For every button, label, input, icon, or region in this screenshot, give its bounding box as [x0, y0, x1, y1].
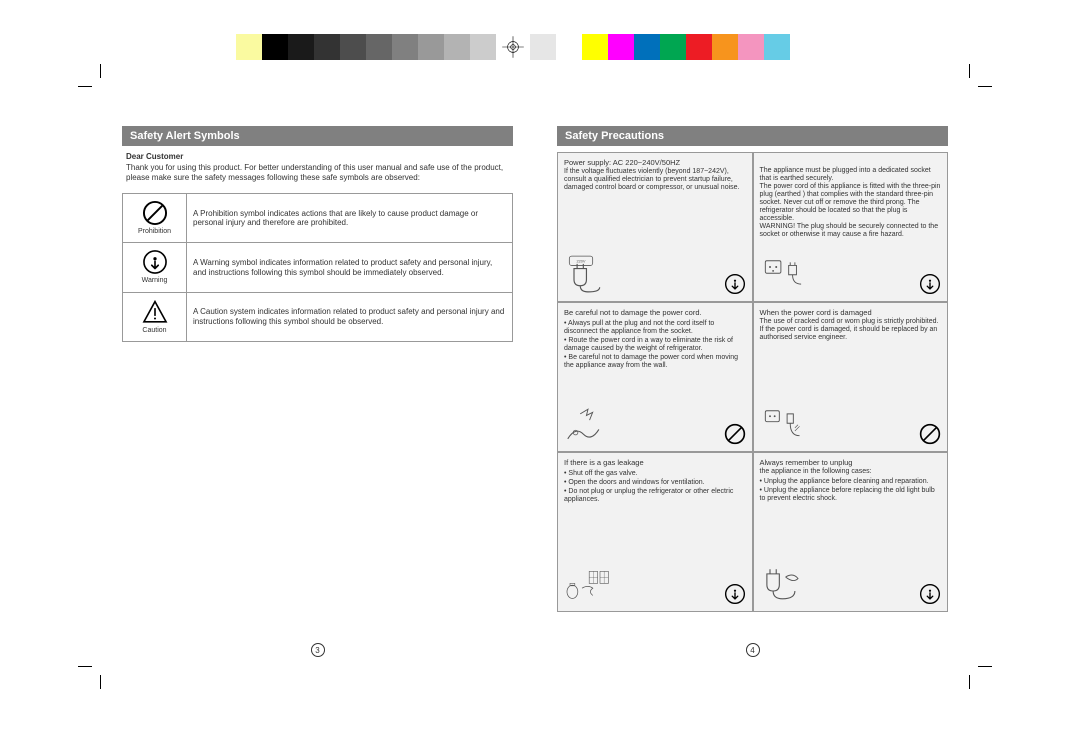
warning-icon	[142, 249, 168, 275]
plug-voltage-illustration: 220V	[564, 253, 612, 295]
table-row: Caution A Caution system indicates infor…	[123, 292, 513, 341]
color-swatch	[366, 34, 392, 60]
color-swatch	[556, 34, 582, 60]
symbol-label: Caution	[129, 327, 180, 335]
cell-title: If there is a gas leakage	[564, 459, 746, 468]
color-swatch	[236, 34, 262, 60]
prohibition-icon	[724, 423, 746, 445]
precautions-grid: Power supply: AC 220~240V/50HZ If the vo…	[557, 152, 948, 612]
gas-leak-illustration	[564, 563, 612, 605]
damaged-cord-illustration	[564, 403, 612, 445]
page-number: 4	[746, 643, 760, 657]
intro-text: Thank you for using this product. For be…	[126, 163, 509, 183]
cell-bullets: Unplug the appliance before cleaning and…	[760, 478, 942, 503]
symbols-table: Prohibition A Prohibition symbol indicat…	[122, 193, 513, 342]
precaution-cell: Be careful not to damage the power cord.…	[557, 302, 753, 452]
precaution-cell: The appliance must be plugged into a ded…	[753, 152, 949, 302]
registration-mark-icon	[500, 34, 526, 60]
color-swatch	[288, 34, 314, 60]
cell-title: Power supply: AC 220~240V/50HZ	[564, 159, 746, 168]
svg-text:220V: 220V	[576, 258, 585, 263]
precaution-cell: When the power cord is damaged The use o…	[753, 302, 949, 452]
color-swatch	[582, 34, 608, 60]
color-swatch	[608, 34, 634, 60]
color-calibration-bar	[210, 34, 816, 60]
warning-icon	[724, 583, 746, 605]
precaution-cell: If there is a gas leakage Shut off the g…	[557, 452, 753, 612]
color-swatch	[634, 34, 660, 60]
color-swatch	[764, 34, 790, 60]
socket-plug-illustration	[760, 253, 808, 295]
color-swatch	[314, 34, 340, 60]
cell-bullets: Always pull at the plug and not the cord…	[564, 320, 746, 370]
color-swatch	[470, 34, 496, 60]
greeting: Dear Customer	[126, 152, 513, 161]
page-number: 3	[311, 643, 325, 657]
cell-title: When the power cord is damaged	[760, 309, 942, 318]
right-page: Safety Precautions Power supply: AC 220~…	[535, 86, 970, 667]
precaution-cell: Power supply: AC 220~240V/50HZ If the vo…	[557, 152, 753, 302]
cell-body: The use of cracked cord or worn plug is …	[760, 318, 942, 342]
left-page: Safety Alert Symbols Dear Customer Thank…	[100, 86, 535, 667]
table-row: Prohibition A Prohibition symbol indicat…	[123, 194, 513, 243]
color-swatch	[530, 34, 556, 60]
table-row: Warning A Warning symbol indicates infor…	[123, 243, 513, 292]
cell-lead: the appliance in the following cases:	[760, 468, 942, 476]
symbol-desc: A Warning symbol indicates information r…	[187, 243, 513, 292]
cell-title: Be careful not to damage the power cord.	[564, 309, 746, 318]
color-swatch	[262, 34, 288, 60]
symbol-desc: A Prohibition symbol indicates actions t…	[187, 194, 513, 243]
worn-plug-illustration	[760, 403, 808, 445]
cell-title: Always remember to unplug	[760, 459, 942, 468]
warning-icon	[724, 273, 746, 295]
warning-icon	[919, 583, 941, 605]
section-header-precautions: Safety Precautions	[557, 126, 948, 146]
section-header-symbols: Safety Alert Symbols	[122, 126, 513, 146]
prohibition-icon	[919, 423, 941, 445]
color-swatch	[392, 34, 418, 60]
unplug-illustration	[760, 563, 808, 605]
caution-icon	[142, 299, 168, 325]
color-swatch	[340, 34, 366, 60]
color-swatch	[712, 34, 738, 60]
color-swatch	[418, 34, 444, 60]
cell-body: The appliance must be plugged into a ded…	[760, 167, 942, 239]
color-swatch	[210, 34, 236, 60]
color-swatch	[686, 34, 712, 60]
color-swatch	[790, 34, 816, 60]
color-swatch	[738, 34, 764, 60]
symbol-label: Warning	[129, 277, 180, 285]
warning-icon	[919, 273, 941, 295]
symbol-label: Prohibition	[129, 228, 180, 236]
cell-body: If the voltage fluctuates violently (bey…	[564, 168, 746, 192]
symbol-desc: A Caution system indicates information r…	[187, 292, 513, 341]
precaution-cell: Always remember to unplug the appliance …	[753, 452, 949, 612]
color-swatch	[444, 34, 470, 60]
color-swatch	[660, 34, 686, 60]
prohibition-icon	[142, 200, 168, 226]
cell-bullets: Shut off the gas valve. Open the doors a…	[564, 470, 746, 504]
